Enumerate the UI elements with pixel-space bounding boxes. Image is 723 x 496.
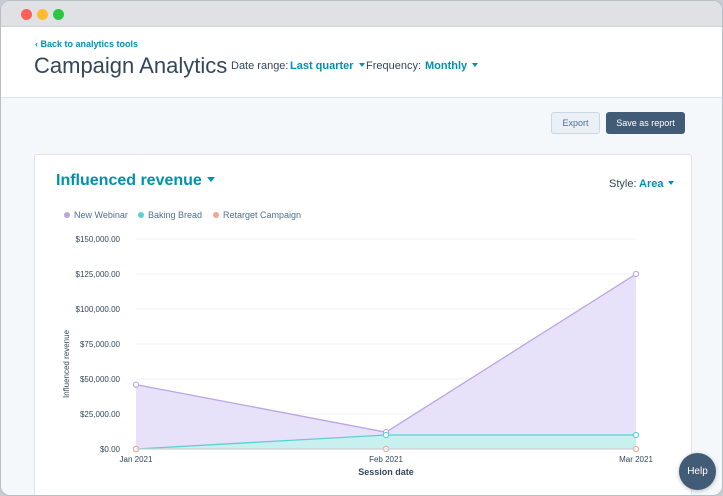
- close-window-button[interactable]: [21, 9, 32, 20]
- caret-down-icon: [206, 177, 215, 182]
- style-value: Area: [639, 178, 664, 190]
- x-axis-title: Session date: [358, 467, 414, 477]
- data-point: [632, 431, 640, 439]
- x-tick-label: Feb 2021: [369, 455, 403, 464]
- y-tick-label: $125,000.00: [76, 270, 121, 279]
- legend-item-new-webinar[interactable]: New Webinar: [64, 210, 128, 220]
- y-axis-title: Influenced revenue: [62, 329, 71, 398]
- date-range-dropdown[interactable]: Last quarter: [290, 60, 365, 72]
- legend-swatch: [64, 212, 70, 218]
- area-chart: $0.00 $25,000.00 $50,000.00 $75,000.00 $100,…: [62, 235, 653, 477]
- export-button[interactable]: Export: [551, 112, 600, 134]
- save-as-report-button[interactable]: Save as report: [606, 112, 685, 134]
- caret-down-icon: [472, 63, 479, 67]
- y-tick-label: $150,000.00: [76, 235, 121, 244]
- data-point: [382, 431, 390, 439]
- x-tick-label: Mar 2021: [619, 455, 653, 464]
- back-link-label: Back to analytics tools: [40, 39, 139, 49]
- card-title: Influenced revenue: [56, 172, 202, 189]
- legend-label: New Webinar: [74, 210, 128, 220]
- maximize-window-button[interactable]: [53, 9, 64, 20]
- chevron-left-icon: ‹: [35, 39, 38, 49]
- y-tick-label: $0.00: [100, 445, 121, 454]
- y-tick-label: $100,000.00: [76, 305, 121, 314]
- report-metric-dropdown[interactable]: Influenced revenue: [56, 172, 215, 190]
- date-range-label: Date range:: [231, 60, 289, 72]
- legend-swatch: [213, 212, 219, 218]
- caret-down-icon: [668, 181, 675, 185]
- style-dropdown[interactable]: Area: [639, 178, 675, 190]
- legend-label: Retarget Campaign: [223, 210, 302, 220]
- legend-swatch: [138, 212, 144, 218]
- y-tick-label: $25,000.00: [80, 410, 121, 419]
- frequency-value: Monthly: [425, 60, 468, 72]
- series-area-0: [136, 274, 636, 449]
- x-tick-label: Jan 2021: [120, 455, 153, 464]
- series-area-1: [136, 435, 636, 449]
- legend-label: Baking Bread: [148, 210, 203, 220]
- legend-item-baking-bread[interactable]: Baking Bread: [138, 210, 202, 220]
- style-label: Style:: [609, 178, 637, 190]
- chart-card: Influenced revenue Style: Area New Webin…: [34, 154, 692, 495]
- minimize-window-button[interactable]: [37, 9, 48, 20]
- back-link[interactable]: ‹ Back to analytics tools: [35, 39, 138, 49]
- y-tick-label: $75,000.00: [80, 340, 121, 349]
- help-button[interactable]: Help: [679, 453, 716, 490]
- page-title: Campaign Analytics: [34, 53, 228, 78]
- data-point: [632, 270, 640, 278]
- data-point: [132, 381, 140, 388]
- page-header: ‹ Back to analytics tools Campaign Analy…: [1, 27, 722, 98]
- y-tick-label: $50,000.00: [80, 375, 121, 384]
- frequency-dropdown[interactable]: Monthly: [425, 60, 479, 72]
- date-range-value: Last quarter: [290, 60, 354, 72]
- legend-item-retarget-campaign[interactable]: Retarget Campaign: [213, 210, 301, 220]
- frequency-label: Frequency:: [366, 60, 422, 72]
- window-titlebar: [1, 1, 722, 27]
- caret-down-icon: [358, 63, 365, 67]
